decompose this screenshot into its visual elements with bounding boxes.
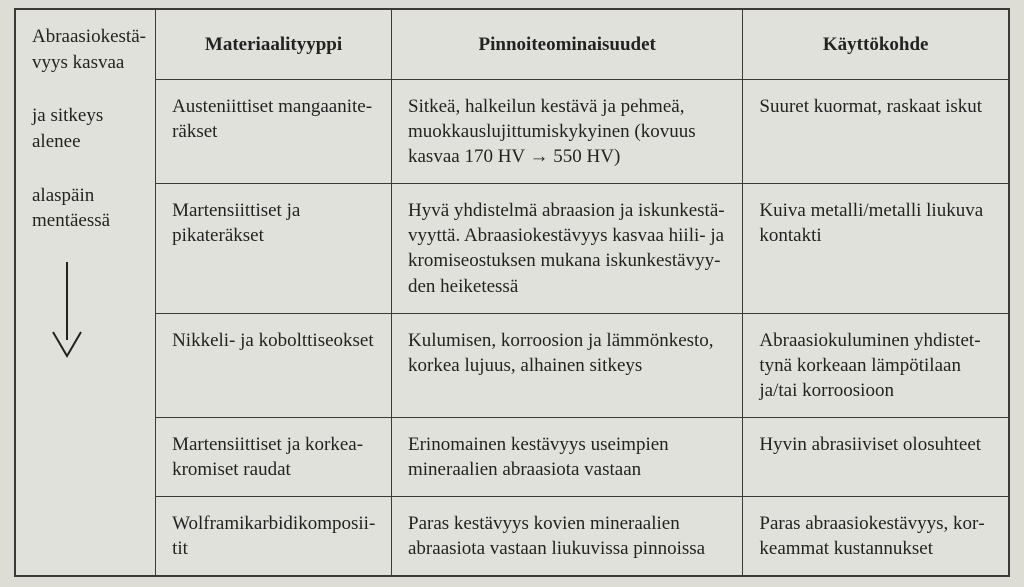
table-row: Martensiittiset ja pikateräkset Hyvä yhd… bbox=[15, 184, 1009, 313]
table-row: Austeniittiset mangaanite­räkset Sitkeä,… bbox=[15, 80, 1009, 184]
cell-use: Suuret kuormat, raskaat iskut bbox=[743, 80, 1009, 184]
side-line: mentäessä bbox=[32, 210, 110, 231]
materials-table: Abraasiokestä- vyys kasvaa ja sitkeys al… bbox=[14, 8, 1010, 577]
cell-prop: Erinomainen kestävyys useimpien mineraa­… bbox=[392, 417, 743, 496]
cell-use: Abraasiokuluminen yhdistet­tynä korkeaan… bbox=[743, 313, 1009, 417]
header-type: Materiaalityyppi bbox=[156, 9, 392, 80]
side-line: vyys kasvaa bbox=[32, 52, 124, 73]
header-properties: Pinnoiteominaisuudet bbox=[392, 9, 743, 80]
cell-prop: Sitkeä, halkeilun kestävä ja pehmeä, muo… bbox=[392, 80, 743, 184]
cell-use: Hyvin abrasiiviset olosuhteet bbox=[743, 417, 1009, 496]
down-arrow-icon bbox=[50, 262, 139, 362]
cell-type: Wolframikarbidikomposii­tit bbox=[156, 497, 392, 577]
cell-use: Paras abraasiokestävyys, kor­keammat kus… bbox=[743, 497, 1009, 577]
cell-prop: Hyvä yhdistelmä abraasion ja iskunkestä­… bbox=[392, 184, 743, 313]
side-label-cell: Abraasiokestä- vyys kasvaa ja sitkeys al… bbox=[15, 9, 156, 576]
header-use: Käyttökohde bbox=[743, 9, 1009, 80]
side-line: alaspäin bbox=[32, 185, 94, 206]
table-header-row: Abraasiokestä- vyys kasvaa ja sitkeys al… bbox=[15, 9, 1009, 80]
cell-prop: Kulumisen, korroosion ja lämmönkesto, ko… bbox=[392, 313, 743, 417]
cell-prop: Paras kestävyys kovien mineraalien abraa… bbox=[392, 497, 743, 577]
side-line: ja sitkeys bbox=[32, 105, 103, 126]
side-line: alenee bbox=[32, 131, 81, 152]
side-label-text: Abraasiokestä- vyys kasvaa ja sitkeys al… bbox=[32, 24, 139, 234]
table-row: Wolframikarbidikomposii­tit Paras kestäv… bbox=[15, 497, 1009, 577]
cell-type: Nikkeli- ja kobolttiseokset bbox=[156, 313, 392, 417]
cell-type: Austeniittiset mangaanite­räkset bbox=[156, 80, 392, 184]
cell-use: Kuiva metalli/metalli liukuva kontakti bbox=[743, 184, 1009, 313]
cell-type: Martensiittiset ja korkea­kromiset rauda… bbox=[156, 417, 392, 496]
table-row: Martensiittiset ja korkea­kromiset rauda… bbox=[15, 417, 1009, 496]
side-line: Abraasiokestä- bbox=[32, 26, 146, 47]
table-row: Nikkeli- ja kobolttiseokset Kulumisen, k… bbox=[15, 313, 1009, 417]
cell-type: Martensiittiset ja pikateräkset bbox=[156, 184, 392, 313]
